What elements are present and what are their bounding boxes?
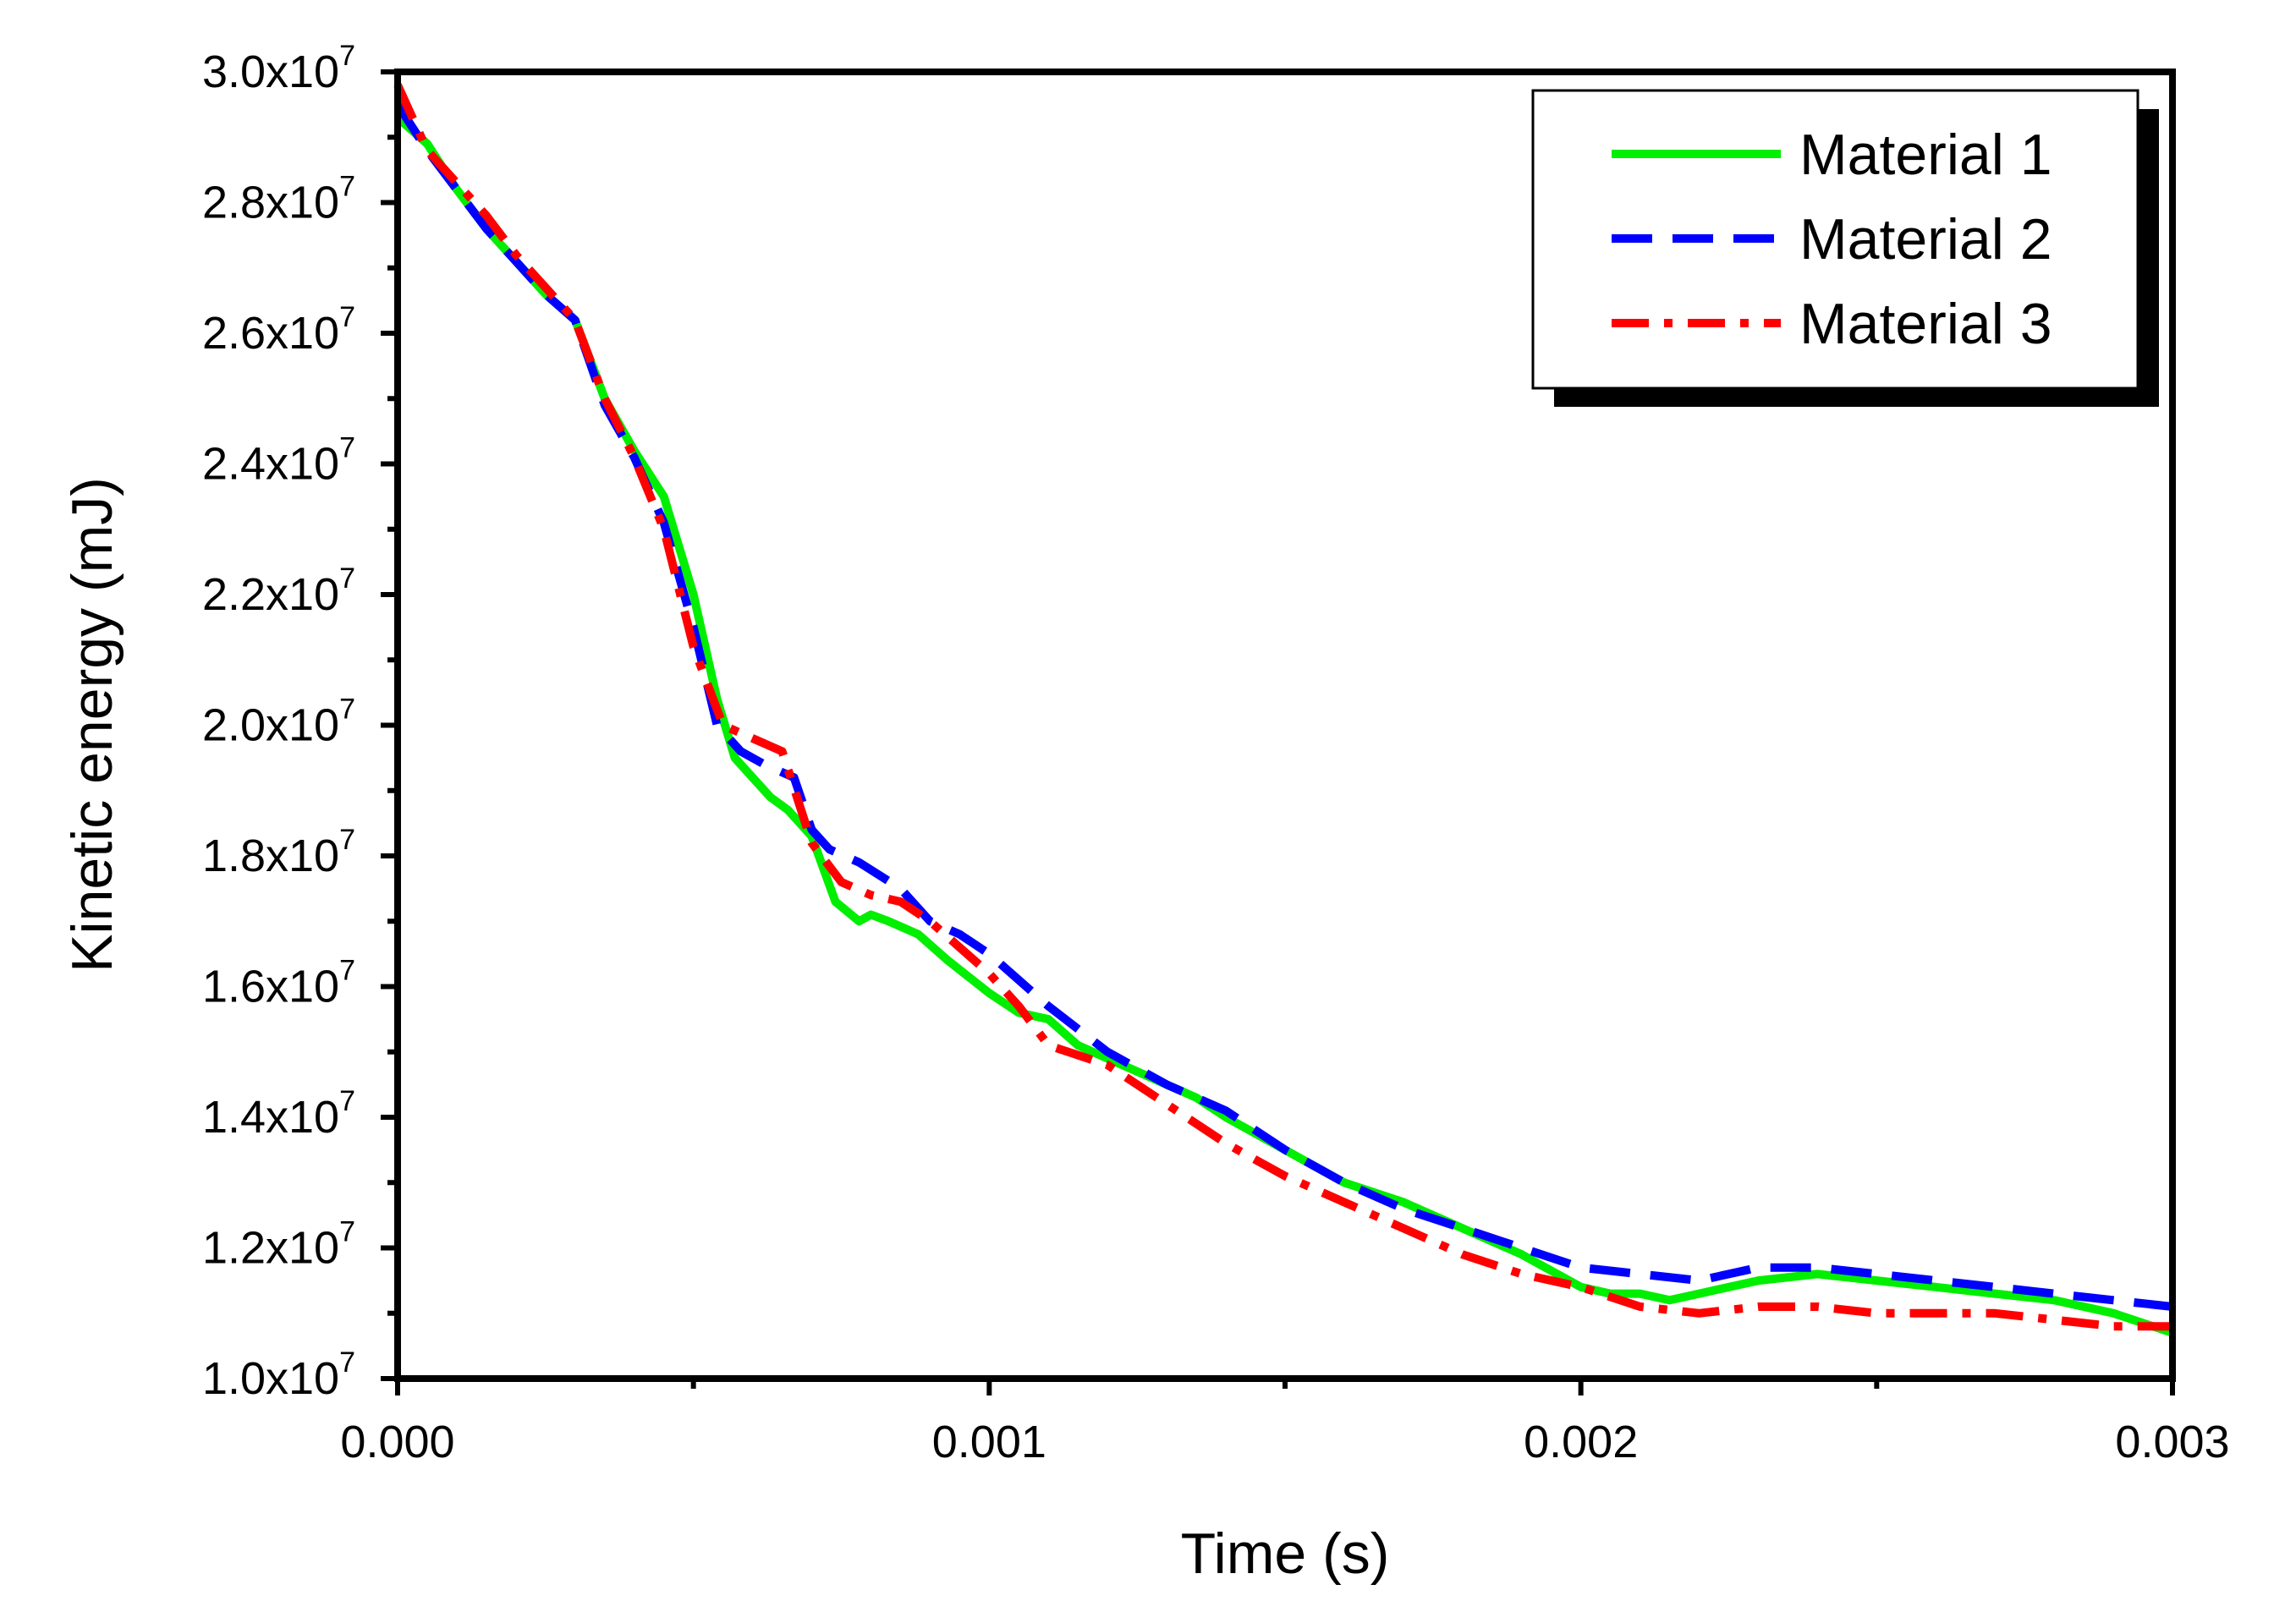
- x-tick-label: 0.003: [2115, 1417, 2229, 1467]
- y-tick-label: 1.4x107: [202, 1085, 355, 1143]
- y-tick-label: 2.0x107: [202, 694, 355, 751]
- y-axis-title: Kinetic energy (mJ): [60, 477, 124, 973]
- y-tick-label: 2.6x107: [202, 301, 355, 359]
- y-tick-label: 1.2x107: [202, 1216, 355, 1274]
- y-tick-label: 1.0x107: [202, 1346, 355, 1404]
- y-tick-label: 2.4x107: [202, 432, 355, 490]
- x-axis-ticks: 0.000 0.001 0.002 0.003: [340, 1379, 2230, 1467]
- series-line-2: [393, 101, 2173, 1311]
- y-tick-label: 1.8x107: [202, 824, 355, 881]
- x-tick-label: 0.000: [340, 1417, 454, 1467]
- y-tick-label: 1.6x107: [202, 955, 355, 1012]
- series-group: [393, 83, 2174, 1337]
- legend: Material 1 Material 2 Material 3: [1531, 89, 2159, 407]
- y-axis-ticks: 1.0x107 1.2x107 1.4x107 1.6x107 1.8x107 2.0x1…: [202, 40, 398, 1404]
- legend-label-3: Material 3: [1799, 292, 2052, 356]
- y-tick-label: 2.8x107: [202, 171, 355, 228]
- y-tick-label: 3.0x107: [202, 40, 355, 97]
- series-line-3: [393, 83, 2172, 1331]
- x-tick-label: 0.001: [932, 1417, 1046, 1467]
- legend-label-2: Material 2: [1799, 207, 2052, 271]
- x-axis-title: Time (s): [1181, 1522, 1390, 1586]
- legend-label-1: Material 1: [1799, 123, 2052, 187]
- y-tick-label: 2.2x107: [202, 562, 355, 620]
- x-tick-label: 0.002: [1524, 1417, 1638, 1467]
- legend-items: Material 1 Material 2 Material 3: [1612, 123, 2052, 356]
